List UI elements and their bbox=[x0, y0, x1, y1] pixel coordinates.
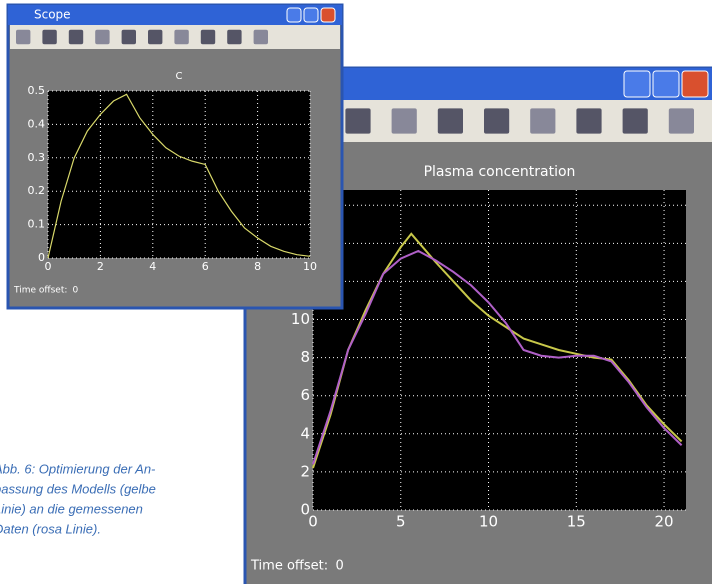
time-offset-label: Time offset: bbox=[13, 286, 67, 296]
y-tick-label: 0.4 bbox=[28, 117, 46, 130]
x-tick-label: 15 bbox=[567, 513, 586, 531]
toolbar-button[interactable] bbox=[623, 108, 648, 133]
window-button[interactable] bbox=[321, 8, 335, 22]
y-tick-label: 0.1 bbox=[28, 218, 46, 231]
window-title: Scope bbox=[34, 8, 71, 22]
y-tick-label: 0.5 bbox=[28, 84, 46, 97]
toolbar-button[interactable] bbox=[254, 30, 268, 44]
x-tick-label: 2 bbox=[97, 260, 104, 273]
toolbar-button[interactable] bbox=[438, 108, 463, 133]
toolbar-button[interactable] bbox=[484, 108, 509, 133]
x-tick-label: 20 bbox=[655, 513, 674, 531]
toolbar-button[interactable] bbox=[392, 108, 417, 133]
y-tick-label: 10 bbox=[291, 310, 310, 328]
x-tick-label: 10 bbox=[479, 513, 498, 531]
toolbar-button[interactable] bbox=[174, 30, 188, 44]
time-offset-value: 0 bbox=[73, 286, 79, 296]
toolbar-button[interactable] bbox=[69, 30, 83, 44]
toolbar-button[interactable] bbox=[16, 30, 30, 44]
y-tick-label: 0.2 bbox=[28, 184, 46, 197]
toolbar-button[interactable] bbox=[201, 30, 215, 44]
y-tick-label: 0.3 bbox=[28, 151, 46, 164]
toolbar-button[interactable] bbox=[148, 30, 162, 44]
toolbar-button[interactable] bbox=[576, 108, 601, 133]
screenshot: Abb. 6: Optimierung der An- passung des … bbox=[0, 0, 712, 584]
plot-title: C bbox=[176, 71, 183, 82]
x-tick-label: 10 bbox=[303, 260, 317, 273]
toolbar-button[interactable] bbox=[530, 108, 555, 133]
time-offset-label: Time offset: bbox=[250, 559, 328, 574]
plot-area bbox=[48, 91, 310, 258]
time-offset-value: 0 bbox=[336, 559, 344, 574]
caption-line: Linie) an die gemessenen bbox=[0, 501, 143, 516]
caption-line: Daten (rosa Linie). bbox=[0, 521, 101, 536]
window-button[interactable] bbox=[682, 71, 708, 97]
x-tick-label: 8 bbox=[254, 260, 261, 273]
window-button[interactable] bbox=[653, 71, 679, 97]
toolbar-button[interactable] bbox=[345, 108, 370, 133]
y-tick-label: 0 bbox=[38, 251, 45, 264]
x-tick-label: 5 bbox=[396, 513, 406, 531]
toolbar-button[interactable] bbox=[227, 30, 241, 44]
page: Abb. 6: Optimierung der An- passung des … bbox=[0, 0, 712, 584]
toolbar-button[interactable] bbox=[95, 30, 109, 44]
y-tick-label: 6 bbox=[300, 386, 310, 404]
window-button[interactable] bbox=[304, 8, 318, 22]
x-tick-label: 6 bbox=[202, 260, 209, 273]
window-button[interactable] bbox=[287, 8, 301, 22]
y-tick-label: 2 bbox=[300, 462, 310, 480]
caption-line: Abb. 6: Optimierung der An- bbox=[0, 461, 156, 476]
plot-title: Plasma concentration bbox=[424, 164, 576, 180]
plot-area bbox=[313, 190, 686, 510]
x-tick-label: 4 bbox=[149, 260, 156, 273]
toolbar-button[interactable] bbox=[122, 30, 136, 44]
y-tick-label: 8 bbox=[300, 348, 310, 366]
window-button[interactable] bbox=[624, 71, 650, 97]
y-tick-label: 4 bbox=[300, 424, 310, 442]
y-tick-label: 0 bbox=[300, 501, 310, 519]
toolbar-button[interactable] bbox=[42, 30, 56, 44]
toolbar-button[interactable] bbox=[669, 108, 694, 133]
caption-line: passung des Modells (gelbe bbox=[0, 481, 156, 496]
x-tick-label: 0 bbox=[45, 260, 52, 273]
